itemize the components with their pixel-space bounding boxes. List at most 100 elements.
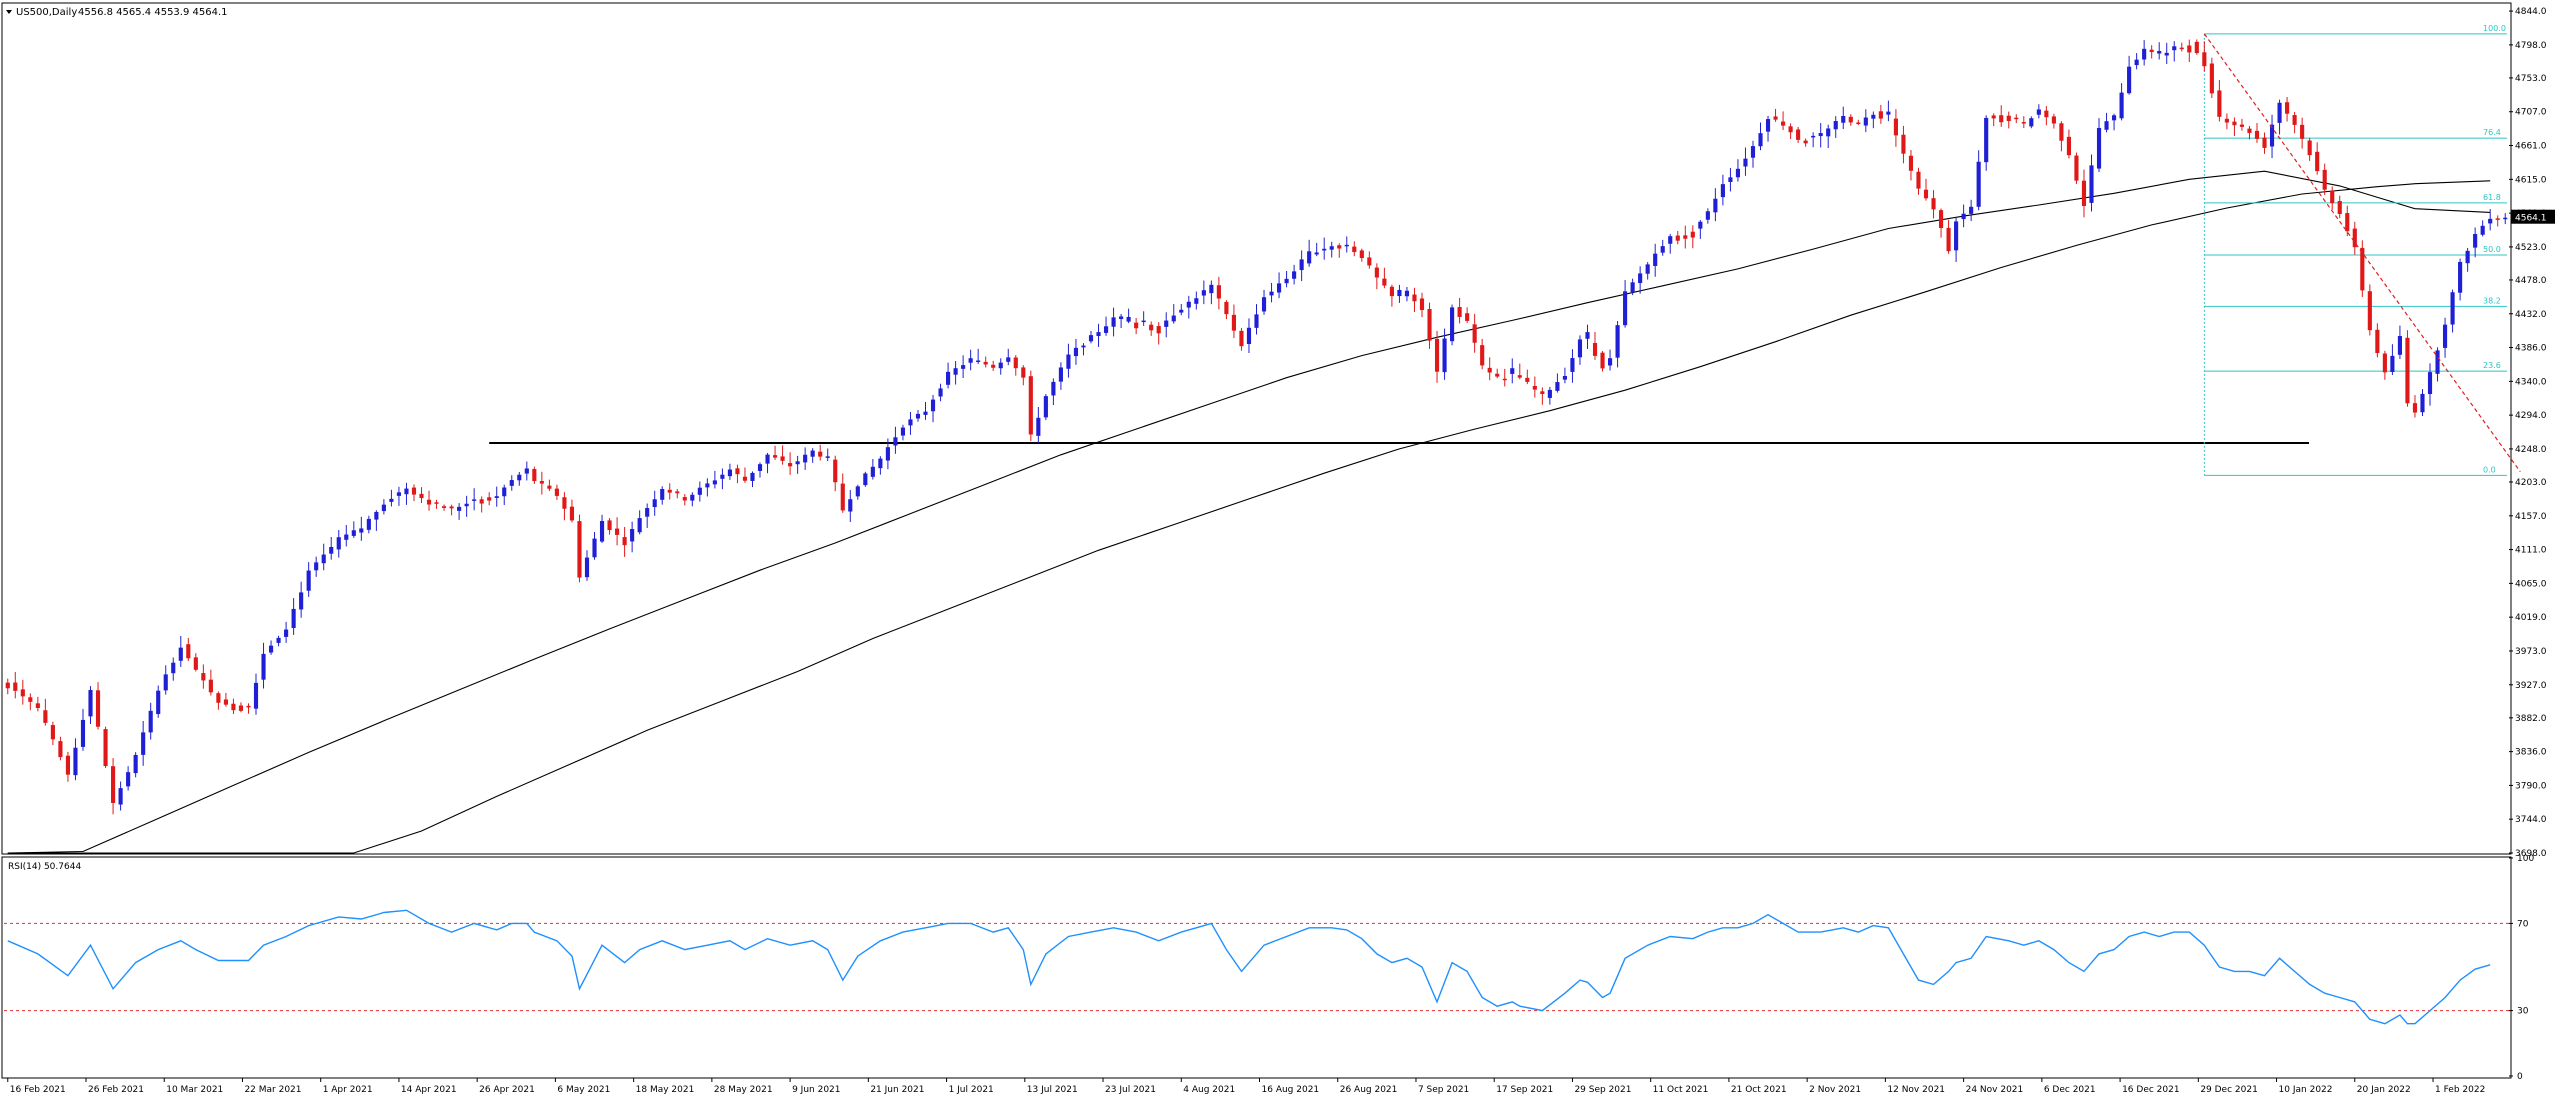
candle [825, 448, 830, 462]
candle-body [1179, 309, 1184, 313]
candle [253, 673, 259, 715]
candle [2285, 97, 2290, 122]
candle-body [592, 538, 597, 558]
candle-body [329, 546, 334, 554]
candle-body [1705, 211, 1710, 220]
trendline-group[interactable] [2203, 33, 2521, 473]
candle-body [810, 450, 815, 457]
candle [524, 461, 529, 481]
candle-body [885, 447, 890, 461]
candle-body [2179, 47, 2184, 50]
candle-body [2397, 336, 2402, 355]
candle-body [2382, 353, 2387, 373]
candle-body [1239, 330, 1244, 347]
candle [344, 525, 349, 547]
candle [411, 484, 417, 502]
moving-average-short [7, 170, 2491, 854]
candle [1938, 208, 1944, 238]
time-axis-label: 6 May 2021 [557, 1085, 610, 1095]
header-dropdown-icon[interactable] [6, 10, 12, 14]
price-axis-label: 4157.0 [2515, 512, 2547, 522]
time-axis-label: 7 Sep 2021 [1418, 1085, 1469, 1095]
candle [2277, 99, 2282, 135]
candle-body [870, 466, 875, 477]
price-axis-label: 4615.0 [2515, 175, 2547, 185]
candle [2021, 116, 2026, 129]
candle-body [2495, 218, 2500, 220]
candle-body [818, 451, 823, 457]
candle [2307, 137, 2312, 161]
candle [1404, 286, 1410, 302]
candle-body [1773, 116, 1778, 120]
candle-body [660, 488, 665, 500]
time-axis-label: 23 Jul 2021 [1105, 1085, 1156, 1095]
candle [80, 708, 86, 751]
candle [2473, 227, 2478, 258]
candle-body [2435, 350, 2440, 374]
candle [314, 556, 319, 577]
candle [216, 691, 221, 710]
candle [1991, 113, 1996, 127]
candle [35, 696, 40, 712]
candle [449, 504, 454, 516]
candle [2089, 154, 2094, 212]
candle-body [2473, 233, 2478, 248]
candle-body [833, 459, 838, 483]
price-axis-label: 3836.0 [2515, 748, 2547, 758]
candle [13, 672, 18, 699]
candle-body [1623, 291, 1628, 326]
candle-body [1404, 290, 1410, 297]
candle-body [1675, 235, 1680, 241]
candle-body [1495, 373, 1500, 377]
candle [2412, 395, 2418, 418]
candle-body [953, 368, 958, 375]
candle-body [1856, 122, 1861, 125]
time-axis-label: 13 Jul 2021 [1027, 1085, 1078, 1095]
candle-body [1502, 378, 1507, 381]
candle-body [1901, 134, 1906, 154]
candle [637, 510, 642, 535]
candle-body [2390, 355, 2395, 372]
candle-body [5, 682, 10, 689]
candle-body [494, 496, 499, 498]
candle [464, 495, 469, 517]
candle [1856, 119, 1861, 126]
candle [2375, 323, 2380, 358]
candle [878, 456, 883, 475]
candle-body [404, 488, 409, 495]
rsi-indicator: 0 30 70 100 [4, 854, 2534, 1082]
candle-body [1442, 338, 1447, 373]
candle [1901, 125, 1906, 164]
candle-body [765, 454, 770, 464]
candle [1517, 363, 1522, 380]
candle-body [359, 528, 364, 533]
candle-body [2277, 102, 2282, 123]
candle-body [193, 657, 198, 670]
candle [1096, 323, 1101, 347]
candle [750, 471, 755, 488]
candle [908, 411, 913, 435]
candle [983, 356, 988, 368]
candle-body [2292, 115, 2297, 125]
candle [1066, 343, 1071, 378]
candle-body [1307, 251, 1312, 264]
fibonacci-retracement[interactable]: 100.0 76.4 61.8 50.0 38.2 23.6 0.0 [2203, 24, 2507, 476]
time-axis-label: 21 Oct 2021 [1731, 1085, 1787, 1095]
candle [976, 348, 981, 364]
candle-body [1848, 116, 1853, 123]
candle [2142, 40, 2147, 66]
candle-body [1480, 345, 1485, 366]
candle-body [983, 361, 988, 365]
candle [1961, 204, 1966, 228]
candle-body [103, 729, 108, 767]
candle [1946, 219, 1951, 254]
candle [1450, 304, 1455, 346]
candle-body [1833, 121, 1838, 130]
candle-body [261, 653, 266, 680]
time-axis-label: 29 Dec 2021 [2200, 1085, 2258, 1095]
candle [1231, 304, 1237, 338]
candle-body [584, 557, 590, 578]
candle [1382, 267, 1387, 289]
